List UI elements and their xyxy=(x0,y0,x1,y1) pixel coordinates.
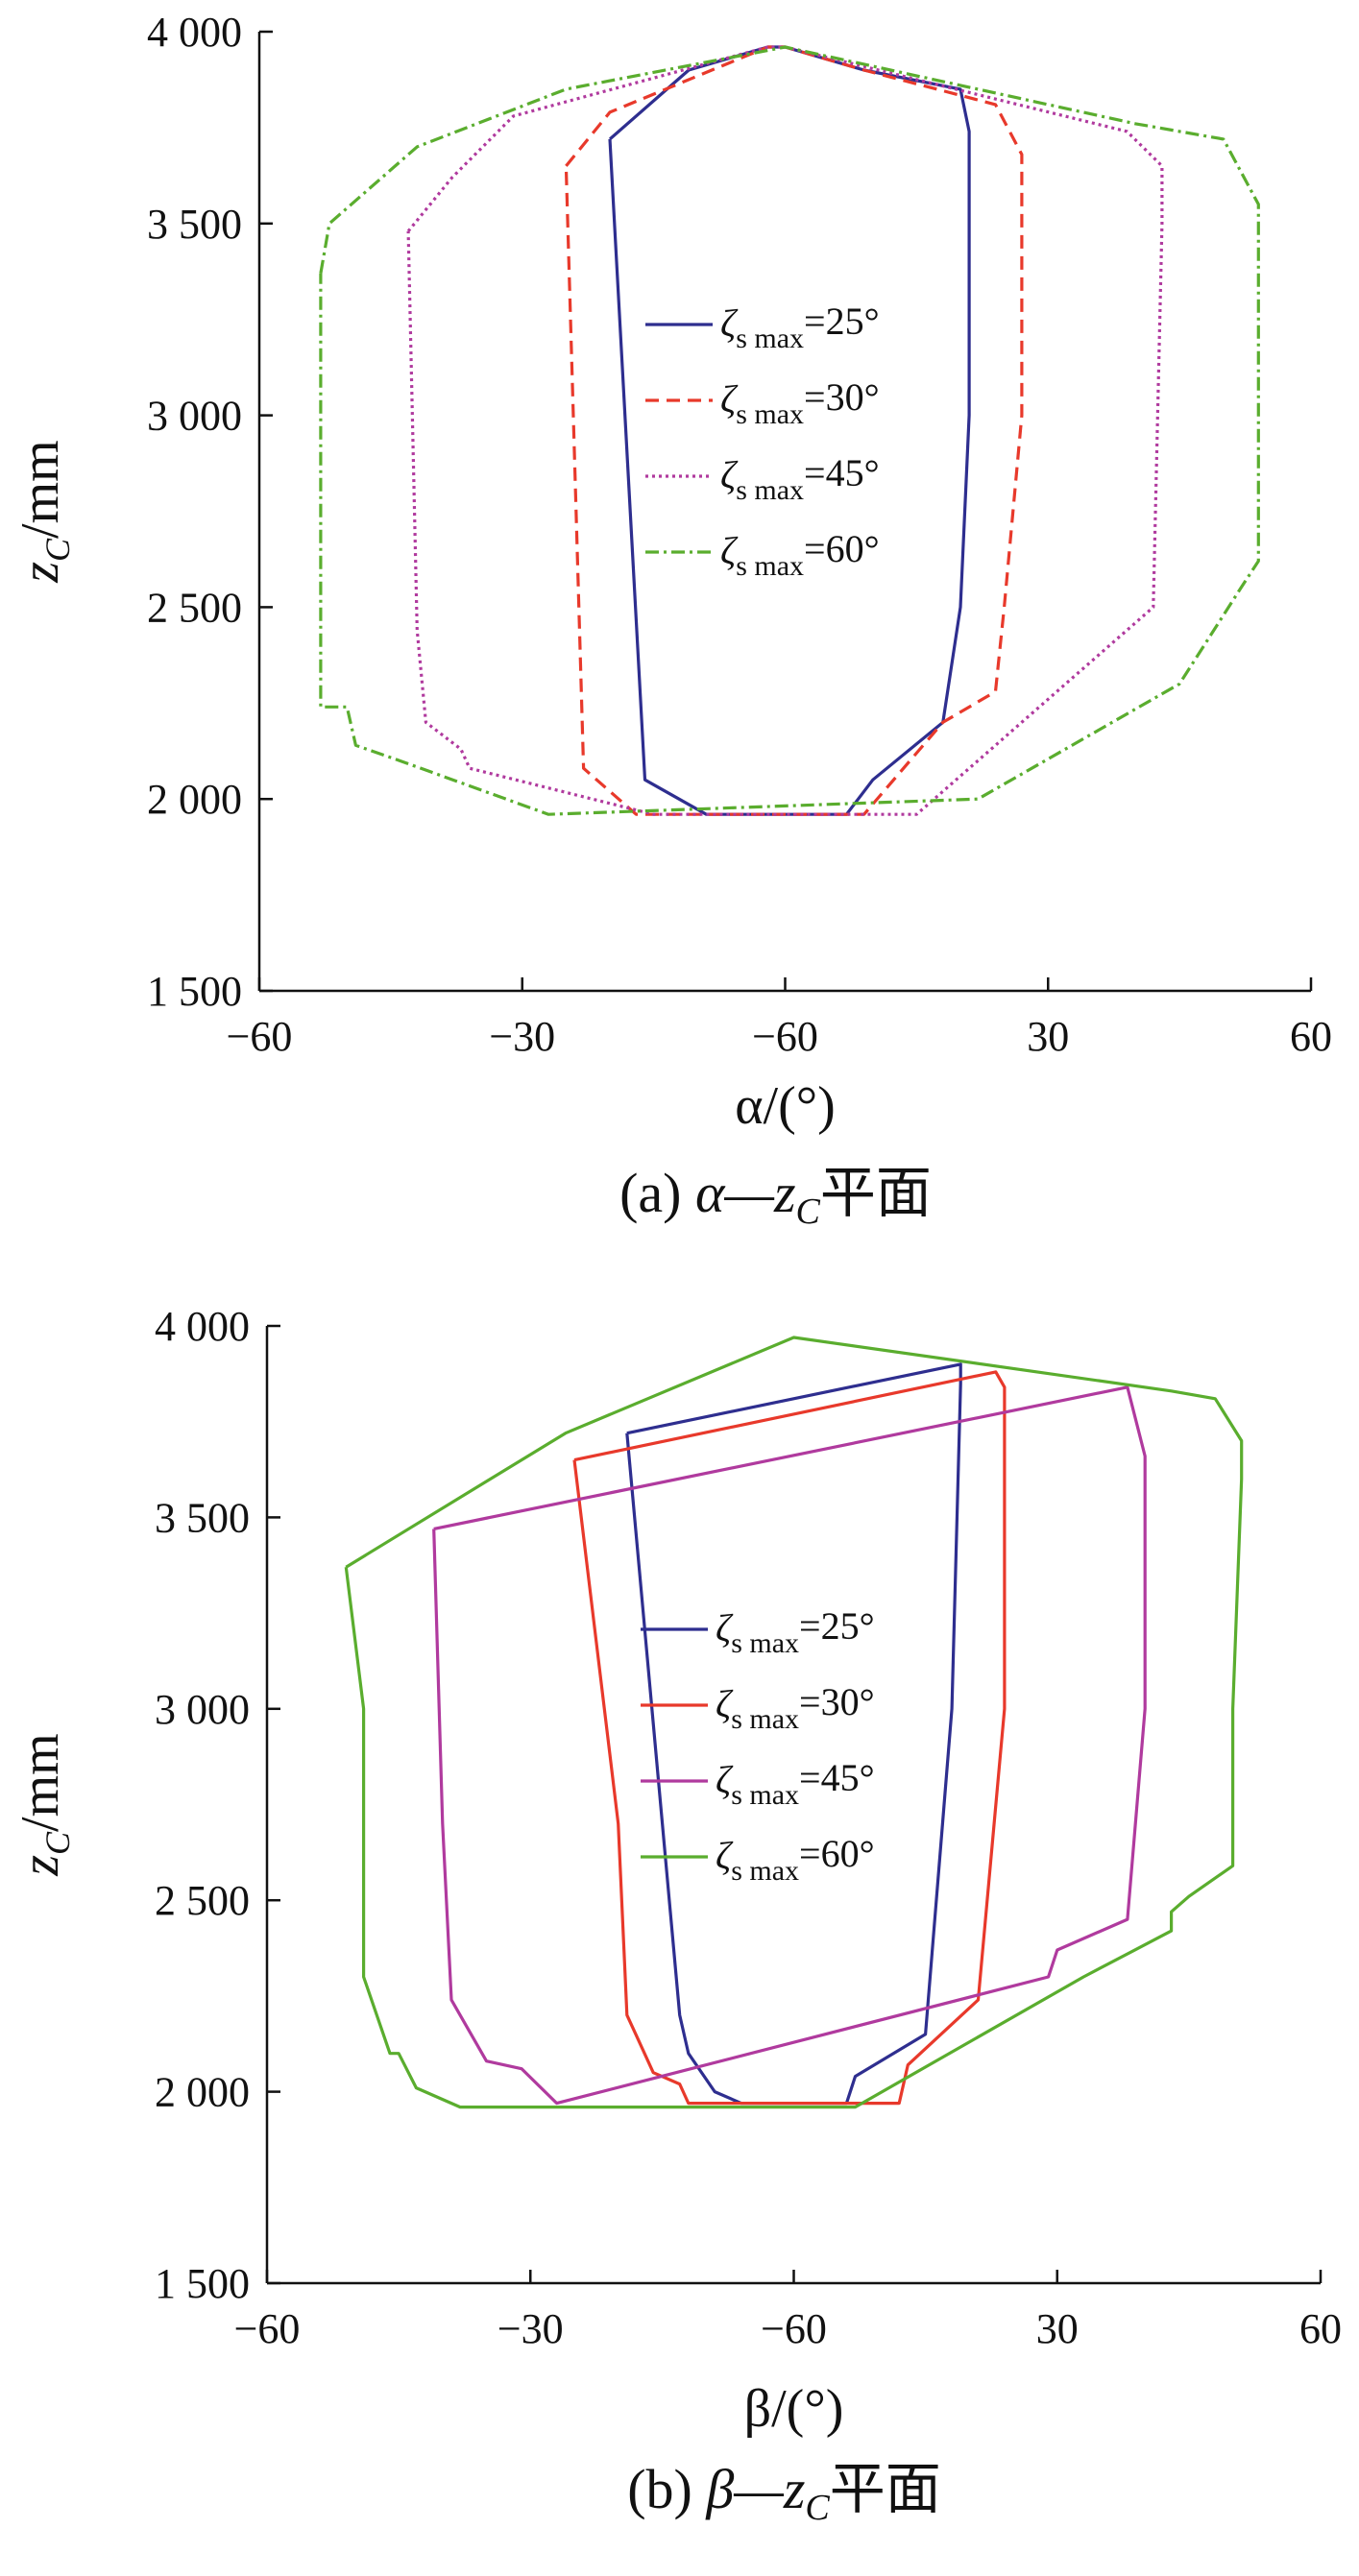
x-tick-label: 30 xyxy=(1036,2305,1079,2352)
x-tick-label: −60 xyxy=(234,2305,301,2352)
series-line-4 xyxy=(319,45,1260,816)
y-tick-label: 2 500 xyxy=(147,584,242,631)
legend-entry: ζs max=45° xyxy=(720,451,880,506)
y-axis-label: zC/mm xyxy=(11,1733,77,1877)
series-line-3 xyxy=(406,45,1164,816)
y-axis-label: zC/mm xyxy=(11,440,77,584)
y-tick-label: 3 500 xyxy=(147,201,242,248)
series-line-2 xyxy=(564,45,1024,816)
x-axis-label: β/(°) xyxy=(744,2379,844,2439)
legend-entry: ζs max=45° xyxy=(716,1756,875,1811)
y-tick-label: 3 000 xyxy=(147,393,242,440)
x-tick-label: −60 xyxy=(752,1013,818,1060)
panel-caption: (a) α—zC平面 xyxy=(619,1162,932,1232)
legend-entry: ζs max=60° xyxy=(720,527,880,582)
x-tick-label: 60 xyxy=(1299,2305,1342,2352)
legend-entry: ζs max=60° xyxy=(716,1832,875,1887)
series-line-2 xyxy=(572,1370,1007,2106)
x-tick-label: −30 xyxy=(497,2305,564,2352)
series-line-3 xyxy=(432,1385,1147,2106)
y-tick-label: 4 000 xyxy=(147,9,242,56)
series-line-4 xyxy=(344,1336,1244,2109)
x-tick-label: 30 xyxy=(1027,1013,1069,1060)
legend: ζs max=25° ζs max=30° ζs max=45° ζs max=60° xyxy=(641,1604,875,1887)
x-axis-label: α/(°) xyxy=(735,1076,836,1136)
y-tick-label: 1 500 xyxy=(147,968,242,1015)
y-tick-label: 4 000 xyxy=(155,1303,250,1350)
y-tick-label: 2 500 xyxy=(155,1877,250,1924)
y-tick-label: 1 500 xyxy=(155,2260,250,2307)
legend-entry: ζs max=30° xyxy=(716,1680,875,1735)
y-tick-label: 2 000 xyxy=(155,2069,250,2116)
legend-entry: ζs max=25° xyxy=(720,300,880,354)
chart-panel-a: 1 500 2 000 2 500 3 000 3 500 4 000 −60 −30 −60 3… xyxy=(11,9,1332,1232)
series-line-1 xyxy=(608,45,971,816)
x-tick-label: −30 xyxy=(489,1013,555,1060)
chart-panel-b: 1 500 2 000 2 500 3 000 3 500 4 000 −60 −30 −60 3… xyxy=(11,1303,1342,2528)
x-tick-label: 60 xyxy=(1290,1013,1332,1060)
legend: ζs max=25° ζs max=30° ζs max=45° ζs max=60° xyxy=(645,300,880,582)
y-tick-label: 3 500 xyxy=(155,1494,250,1541)
legend-entry: ζs max=30° xyxy=(720,375,880,430)
x-tick-label: −60 xyxy=(761,2305,827,2352)
x-tick-label: −60 xyxy=(227,1013,293,1060)
legend-entry: ζs max=25° xyxy=(716,1604,875,1659)
y-tick-label: 3 000 xyxy=(155,1686,250,1733)
y-tick-label: 2 000 xyxy=(147,776,242,823)
panel-caption: (b) β—zC平面 xyxy=(627,2458,941,2528)
